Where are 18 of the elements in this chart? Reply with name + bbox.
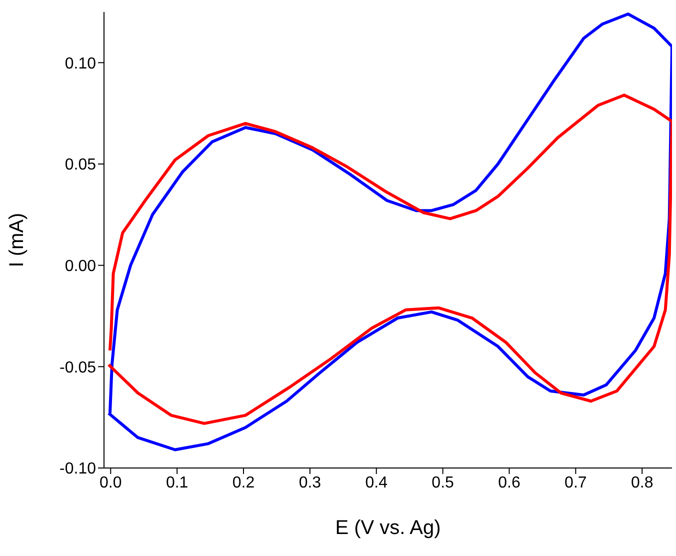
x-axis-title: E (V vs. Ag)	[335, 517, 441, 539]
x-tick-label: 0.5	[432, 474, 454, 492]
line-series	[107, 94, 672, 425]
y-tick-label: 0.00	[64, 258, 96, 276]
x-tick-label: 0.1	[166, 474, 188, 492]
x-tick-label: 0.7	[564, 474, 587, 492]
y-axis-title: I (mA)	[6, 212, 28, 268]
y-tick-label: 0.05	[64, 156, 96, 174]
x-tick-label: 0.3	[298, 474, 322, 492]
y-tick-label: -0.10	[60, 460, 96, 478]
y-tick-label: 0.10	[64, 55, 96, 72]
x-tick-label: 0.4	[365, 474, 388, 492]
x-tick-label: 0.8	[630, 474, 654, 492]
x-tick-label: 0.0	[100, 474, 122, 492]
y-tick-label: -0.05	[60, 359, 96, 376]
line-series	[107, 12, 672, 452]
x-tick-label: 0.6	[498, 474, 520, 492]
x-tick-label: 0.2	[232, 474, 255, 492]
